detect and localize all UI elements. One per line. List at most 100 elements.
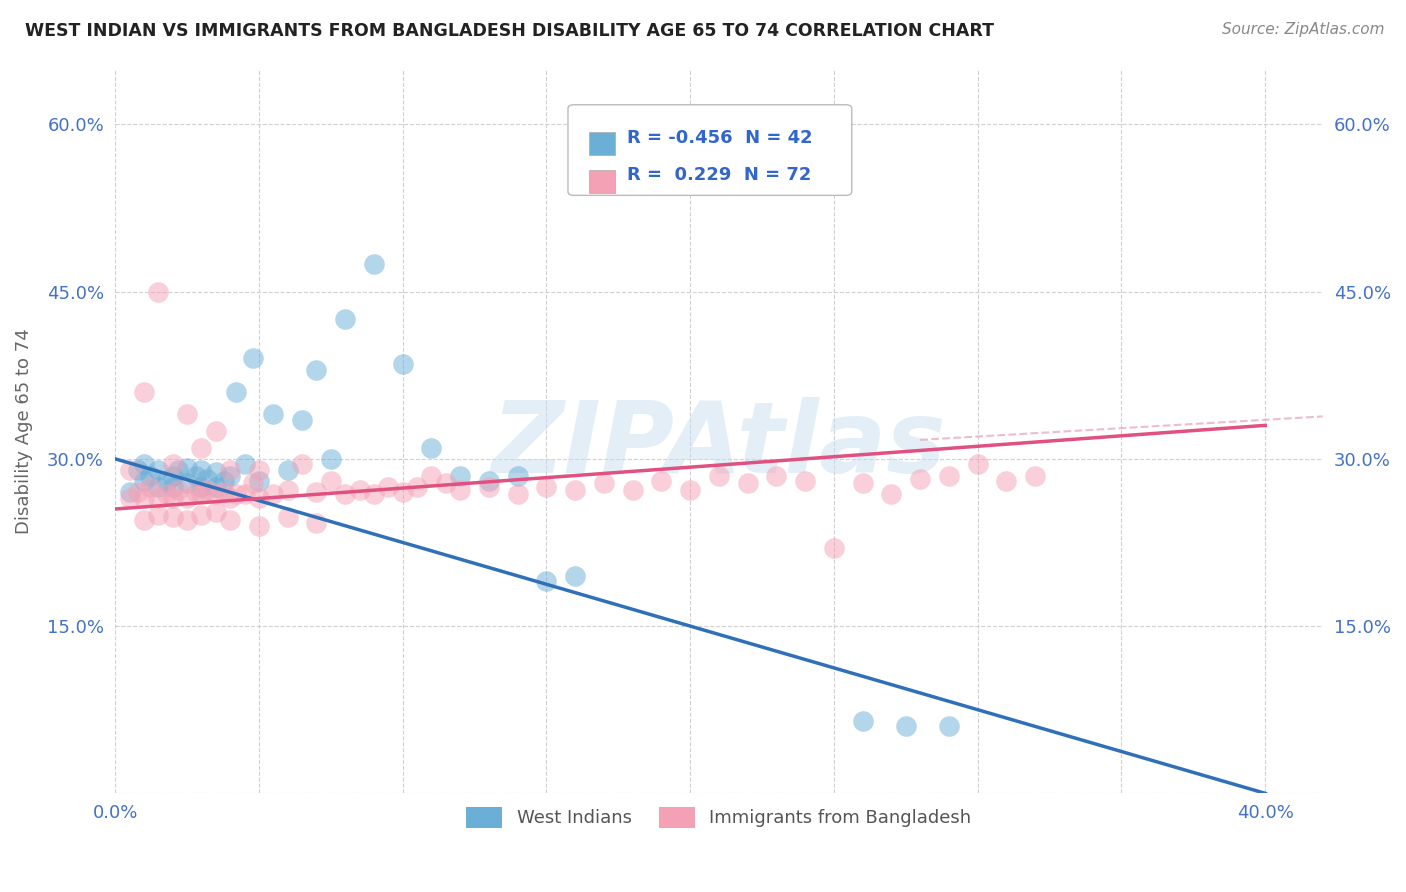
Point xyxy=(247,474,270,488)
Point xyxy=(118,463,141,477)
Point xyxy=(242,351,264,366)
Point xyxy=(148,463,170,477)
Point xyxy=(225,487,247,501)
Point xyxy=(132,384,155,399)
Point xyxy=(333,487,356,501)
Point xyxy=(406,480,429,494)
Point xyxy=(219,491,242,505)
Point xyxy=(506,487,529,501)
Point xyxy=(127,485,149,500)
Point xyxy=(765,468,787,483)
Point xyxy=(156,474,179,488)
Point xyxy=(593,476,616,491)
Point xyxy=(214,474,236,488)
Point xyxy=(190,441,212,455)
Point xyxy=(247,463,270,477)
Point xyxy=(938,468,960,483)
Point xyxy=(247,491,270,505)
Text: R = -0.456  N = 42: R = -0.456 N = 42 xyxy=(627,128,813,146)
Point xyxy=(204,505,226,519)
Bar xyxy=(589,170,614,194)
Point xyxy=(148,480,170,494)
Point xyxy=(214,485,236,500)
Point xyxy=(148,491,170,505)
Point xyxy=(1024,468,1046,483)
Point xyxy=(156,487,179,501)
Point xyxy=(650,474,672,488)
Point xyxy=(233,458,256,472)
Point xyxy=(162,458,184,472)
Point xyxy=(391,485,413,500)
Point xyxy=(162,480,184,494)
Point xyxy=(132,513,155,527)
Text: R =  0.229  N = 72: R = 0.229 N = 72 xyxy=(627,166,811,184)
Point xyxy=(880,487,903,501)
Point xyxy=(305,516,328,531)
Text: Source: ZipAtlas.com: Source: ZipAtlas.com xyxy=(1222,22,1385,37)
Point xyxy=(852,476,875,491)
Point xyxy=(138,468,160,483)
Point xyxy=(319,474,342,488)
Point xyxy=(966,458,988,472)
Point xyxy=(247,518,270,533)
Point xyxy=(478,474,501,488)
Point xyxy=(319,451,342,466)
Point xyxy=(184,468,207,483)
Point xyxy=(449,468,471,483)
Point xyxy=(176,491,198,505)
Point xyxy=(176,460,198,475)
Point xyxy=(291,413,314,427)
Point xyxy=(204,480,226,494)
Point xyxy=(420,468,443,483)
Point xyxy=(506,468,529,483)
Point xyxy=(737,476,759,491)
Point xyxy=(938,719,960,733)
Point xyxy=(277,463,299,477)
Point xyxy=(127,463,149,477)
Point xyxy=(277,509,299,524)
Point xyxy=(219,513,242,527)
Point xyxy=(162,468,184,483)
Point xyxy=(162,509,184,524)
Point xyxy=(908,472,931,486)
Point xyxy=(449,483,471,497)
Bar xyxy=(589,132,614,155)
Point xyxy=(894,719,917,733)
Point xyxy=(219,468,242,483)
Point xyxy=(305,485,328,500)
Point xyxy=(162,491,184,505)
Point xyxy=(349,483,371,497)
Point xyxy=(167,463,190,477)
Point xyxy=(148,285,170,299)
Y-axis label: Disability Age 65 to 74: Disability Age 65 to 74 xyxy=(15,328,32,533)
Point xyxy=(148,508,170,522)
Point xyxy=(420,441,443,455)
Point xyxy=(118,491,141,505)
Point xyxy=(333,312,356,326)
Point xyxy=(277,483,299,497)
Point xyxy=(195,483,218,497)
Point xyxy=(204,487,226,501)
Point xyxy=(204,424,226,438)
Point xyxy=(204,465,226,479)
Point xyxy=(679,483,702,497)
Point xyxy=(118,485,141,500)
Point xyxy=(564,569,586,583)
Point xyxy=(132,474,155,488)
Point xyxy=(823,541,845,555)
Point xyxy=(262,407,284,421)
Point xyxy=(132,458,155,472)
Point xyxy=(195,472,218,486)
Point xyxy=(305,362,328,376)
Point xyxy=(167,483,190,497)
Point xyxy=(536,574,558,589)
Point xyxy=(176,513,198,527)
FancyBboxPatch shape xyxy=(568,104,852,195)
Point xyxy=(190,487,212,501)
Point xyxy=(363,257,385,271)
Point xyxy=(621,483,644,497)
Legend: West Indians, Immigrants from Bangladesh: West Indians, Immigrants from Bangladesh xyxy=(460,800,979,835)
Point xyxy=(794,474,817,488)
Point xyxy=(132,491,155,505)
Point xyxy=(363,487,385,501)
